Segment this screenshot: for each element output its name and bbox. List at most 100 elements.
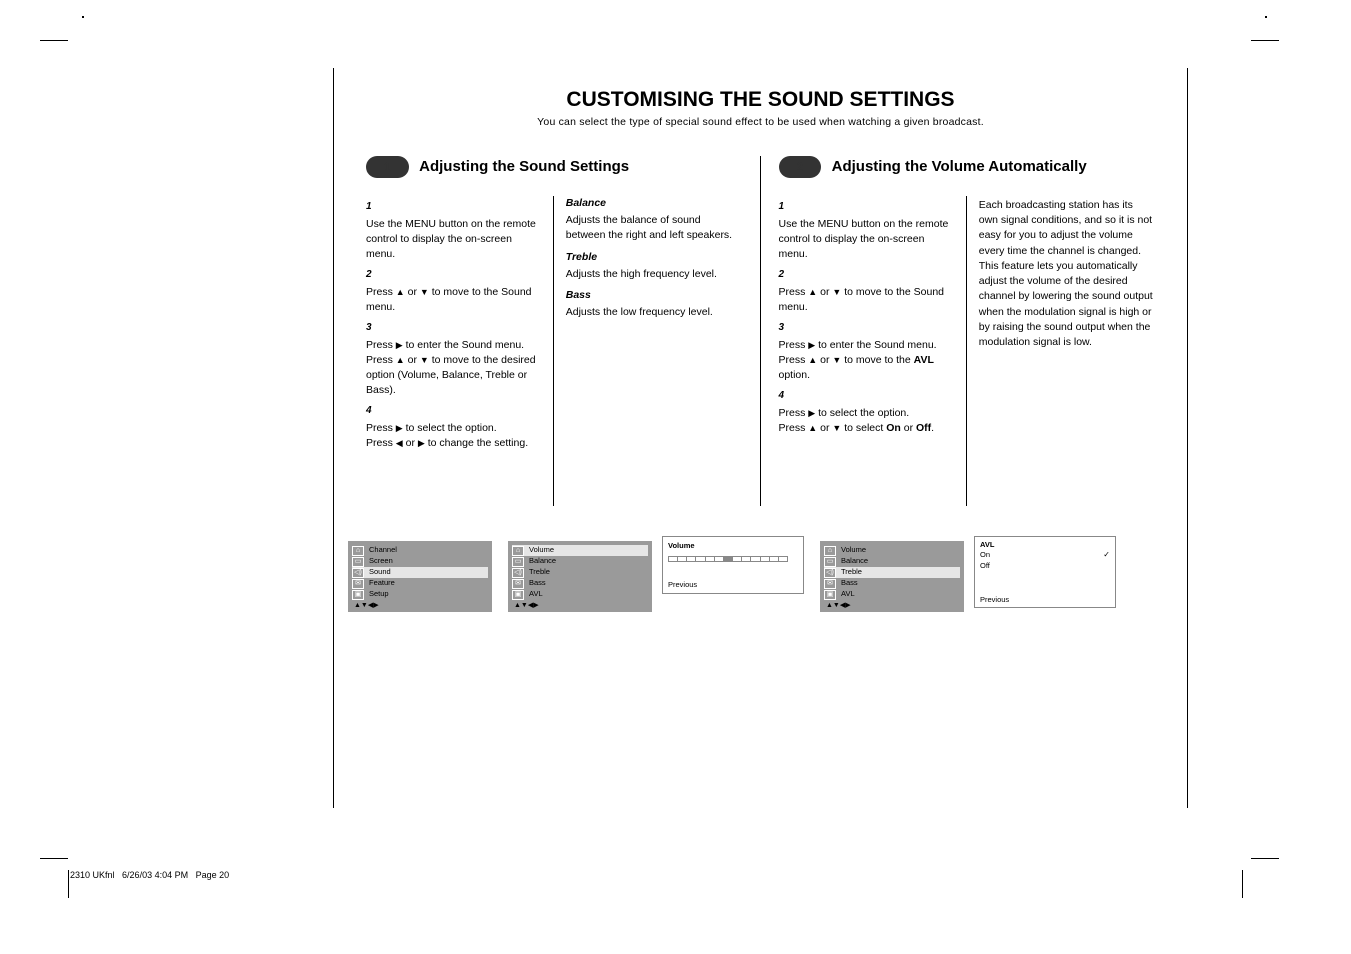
t: AVL bbox=[841, 590, 855, 599]
page-title: CUSTOMISING THE SOUND SETTINGS bbox=[334, 88, 1187, 112]
t: AVL bbox=[529, 590, 543, 599]
t: or bbox=[901, 422, 916, 434]
t: . bbox=[931, 422, 934, 434]
right-icon: ▶ bbox=[418, 438, 425, 448]
step-2-text: Press ▲ or ▼ to move to the Sound menu. bbox=[366, 285, 541, 315]
t: to select bbox=[841, 422, 886, 434]
section-1-left: 1 Use the MENU button on the remote cont… bbox=[366, 196, 554, 506]
t: Balance bbox=[841, 557, 868, 566]
section-2-title: Adjusting the Volume Automatically bbox=[832, 158, 1087, 175]
avl-on-row: On✓ bbox=[980, 549, 1110, 560]
t: Treble bbox=[529, 568, 550, 577]
section-1-num: 1 bbox=[366, 156, 409, 178]
t: 6/26/03 4:04 PM bbox=[122, 870, 188, 880]
section-2-num: 2 bbox=[779, 156, 822, 178]
screen-icon: ▭ bbox=[352, 557, 364, 567]
section-1-body: 1 Use the MENU button on the remote cont… bbox=[366, 196, 742, 506]
osd-sub-treble: ◁)Treble bbox=[824, 567, 960, 578]
section-2: 2 Adjusting the Volume Automatically 1 U… bbox=[761, 156, 1174, 506]
osd-sub-balance: ▭ Balance bbox=[512, 556, 648, 567]
osd-nav-hint: ▲▼◀▶ bbox=[512, 600, 648, 610]
crop-mark bbox=[1242, 870, 1243, 898]
bass-title: Bass bbox=[566, 288, 742, 303]
setup-icon: ▣ bbox=[352, 590, 364, 600]
sound-icon: ◁) bbox=[352, 568, 364, 578]
osd-mainmenu-2: Main menu ⌂Volume ▭Balance ◁)Treble ✉Bas… bbox=[508, 536, 652, 612]
t: to select the option. bbox=[403, 422, 497, 434]
setup-icon: ▣ bbox=[824, 590, 836, 600]
section-2-body: 1 Use the MENU button on the remote cont… bbox=[779, 196, 1156, 506]
step-3-text: Press ▶ to enter the Sound menu. Press ▲… bbox=[366, 338, 541, 399]
section-2-left: 1 Use the MENU button on the remote cont… bbox=[779, 196, 967, 506]
osd-mainmenu-1: Main menu ⌂Channel ▭Screen ◁)Sound ✉Feat… bbox=[348, 536, 492, 612]
t: Page 20 bbox=[196, 870, 230, 880]
t: Press bbox=[779, 286, 809, 298]
osd-sub-balance: ▭Balance bbox=[824, 556, 960, 567]
t: option. bbox=[779, 369, 811, 381]
page-subtitle: You can select the type of special sound… bbox=[334, 116, 1187, 128]
osd-sub-treble: ◁)Treble bbox=[512, 567, 648, 578]
osd-title: Main menu bbox=[348, 528, 492, 537]
b-step-4-text: Press ▶ to select the option. Press ▲ or… bbox=[779, 406, 954, 436]
b-step-3-num: 3 bbox=[779, 321, 954, 336]
t: or bbox=[405, 286, 420, 298]
t: or bbox=[405, 354, 420, 366]
page-frame: CUSTOMISING THE SOUND SETTINGS You can s… bbox=[333, 68, 1188, 808]
up-icon: ▲ bbox=[396, 355, 405, 365]
crop-mark bbox=[1251, 858, 1279, 859]
tv-icon: ⌂ bbox=[352, 546, 364, 556]
sound-icon: ◁) bbox=[824, 568, 836, 578]
b-step-2-text: Press ▲ or ▼ to move to the Sound menu. bbox=[779, 285, 954, 315]
osd-mainmenu-3: Main menu ⌂Volume ▭Balance ◁)Treble ✉Bas… bbox=[820, 536, 964, 612]
t: Bass bbox=[529, 579, 546, 588]
footer-jobname: 2310 UKfnl 6/26/03 4:04 PM Page 20 bbox=[70, 870, 229, 880]
screen-icon: ▭ bbox=[512, 557, 524, 567]
osd-title: Main menu bbox=[820, 528, 964, 537]
section-1-head: 1 Adjusting the Sound Settings bbox=[366, 156, 742, 186]
osd-sub-bass: ✉Bass bbox=[824, 578, 960, 589]
volume-popup: Volume Previous bbox=[662, 536, 804, 594]
check-icon: ✓ bbox=[1103, 550, 1110, 559]
step-4-text: Press ▶ to select the option. Press ◀ or… bbox=[366, 421, 541, 451]
bass-text: Adjusts the low frequency level. bbox=[566, 305, 742, 320]
t: Press bbox=[779, 354, 809, 366]
osd-sub-volume: ⌂ Volume bbox=[824, 545, 960, 556]
osd-item-screen: ▭ Screen bbox=[352, 556, 488, 567]
osd-item-feature: ✉Feature bbox=[352, 578, 488, 589]
osd-sub-bass: ✉Bass bbox=[512, 578, 648, 589]
t: to enter the Sound menu. bbox=[815, 339, 936, 351]
t: Press bbox=[779, 407, 809, 419]
up-icon: ▲ bbox=[808, 423, 817, 433]
osd-panel: ⌂Volume ▭Balance ◁)Treble ✉Bass ▣AVL ▲▼◀… bbox=[508, 541, 652, 612]
t: Screen bbox=[369, 557, 393, 566]
t: Balance bbox=[529, 557, 556, 566]
t: Press bbox=[779, 422, 809, 434]
b-step-4-num: 4 bbox=[779, 389, 954, 404]
down-icon: ▼ bbox=[420, 287, 429, 297]
balance-text: Adjusts the balance of sound between the… bbox=[566, 213, 742, 243]
t: Volume bbox=[841, 546, 866, 555]
left-icon: ◀ bbox=[396, 438, 403, 448]
up-icon: ▲ bbox=[808, 287, 817, 297]
t: Press bbox=[366, 422, 396, 434]
t: 2310 UKfnl bbox=[70, 870, 115, 880]
off-label: Off bbox=[916, 422, 931, 434]
t: Channel bbox=[369, 546, 397, 555]
up-icon: ▲ bbox=[808, 355, 817, 365]
crop-dot bbox=[82, 16, 84, 18]
osd-nav-hint: ▲▼◀▶ bbox=[352, 600, 488, 610]
tv-icon: ⌂ bbox=[512, 546, 524, 556]
step-4-num: 4 bbox=[366, 404, 541, 419]
b-step-3-text: Press ▶ to enter the Sound menu. Press ▲… bbox=[779, 338, 954, 384]
t: Setup bbox=[369, 590, 389, 599]
down-icon: ▼ bbox=[832, 287, 841, 297]
t: Off bbox=[980, 561, 990, 570]
t: Sound bbox=[369, 568, 391, 577]
feature-icon: ✉ bbox=[352, 579, 364, 589]
osd-sub-volume: ⌂ Volume bbox=[512, 545, 648, 556]
t: Press bbox=[366, 339, 396, 351]
down-icon: ▼ bbox=[420, 355, 429, 365]
step-3-num: 3 bbox=[366, 321, 541, 336]
tv-icon: ⌂ bbox=[824, 546, 836, 556]
t: Volume bbox=[529, 546, 554, 555]
